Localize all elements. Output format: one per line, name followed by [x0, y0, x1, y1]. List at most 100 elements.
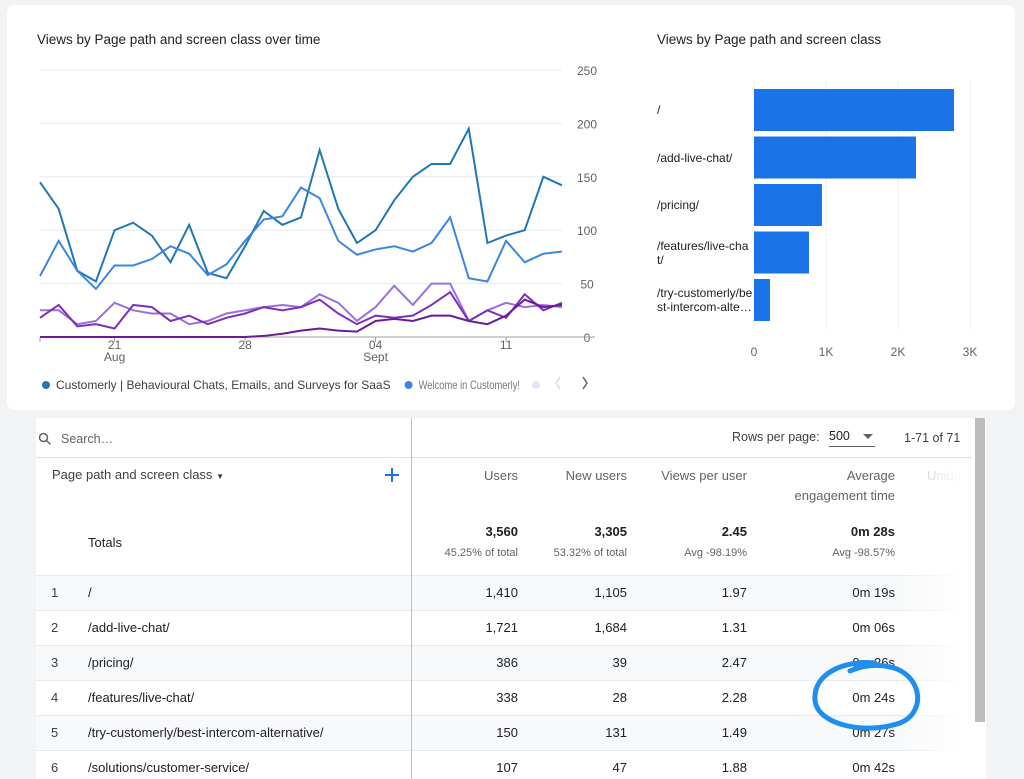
total-note: 53.32% of total: [553, 547, 627, 559]
row-divider: [411, 575, 412, 610]
bar-label: /add-live-chat/: [657, 150, 733, 165]
y-tick-label: 150: [577, 171, 597, 185]
legend-prev[interactable]: [555, 376, 561, 390]
legend-next[interactable]: [582, 376, 588, 390]
row-value: 1.88: [721, 760, 747, 775]
bar: [754, 89, 955, 131]
hand-drawn-circle: [812, 660, 921, 731]
row-divider: [411, 610, 412, 645]
legend-label: Customerly | Behavioural Chats, Emails, …: [56, 378, 391, 392]
dimension-header[interactable]: Page path and screen class ▼: [52, 467, 224, 482]
bar-chart-title: Views by Page path and screen class: [657, 32, 881, 47]
legend-label: Welcome in Customerly!: [419, 378, 520, 392]
row-value: 0m 19s: [852, 585, 895, 600]
table-row: [36, 610, 975, 646]
row-index: 4: [51, 690, 59, 705]
column-header[interactable]: Users: [484, 468, 518, 483]
divider: [412, 457, 972, 458]
y-tick-label: 100: [577, 224, 597, 238]
rows-per-page-label: Rows per page:: [732, 430, 820, 444]
bar: [754, 184, 822, 226]
series-line: [40, 298, 563, 338]
bar: [754, 231, 810, 274]
y-tick-label: 50: [580, 278, 594, 292]
total-value: 2.45: [721, 524, 747, 539]
row-value: 1,410: [485, 585, 518, 600]
row-index: 1: [51, 585, 59, 600]
row-path[interactable]: /: [88, 585, 92, 600]
x-tick-label: 04 Sept: [363, 338, 388, 364]
row-value: 47: [612, 760, 627, 775]
divider: [36, 457, 411, 458]
row-divider: [411, 715, 412, 750]
row-index: 3: [51, 655, 59, 670]
scrollbar[interactable]: [975, 418, 985, 722]
search-icon: [38, 432, 52, 446]
row-value: 131: [605, 725, 627, 740]
line-chart-title: Views by Page path and screen class over…: [37, 32, 320, 47]
total-note: 45.25% of total: [444, 547, 518, 559]
total-note: Avg -98.57%: [832, 547, 895, 559]
table-row: [36, 750, 975, 779]
y-tick-label: 200: [577, 117, 597, 131]
row-path[interactable]: /add-live-chat/: [88, 620, 170, 635]
column-header[interactable]: Average engagement time: [794, 468, 895, 503]
search-input[interactable]: Search…: [61, 432, 114, 446]
series-line: [39, 290, 563, 330]
row-value: 338: [496, 690, 518, 705]
row-value: 1.97: [721, 585, 747, 600]
row-value: 28: [612, 690, 627, 705]
dropdown-icon: [863, 434, 873, 439]
x-tick-label: 28: [238, 338, 252, 352]
row-path[interactable]: /features/live-chat/: [88, 690, 195, 705]
column-header[interactable]: Views per user: [661, 468, 747, 483]
row-value: 1,721: [485, 620, 518, 635]
total-value: 0m 28s: [850, 524, 895, 539]
charts: Views by Page path and screen class over…: [37, 32, 978, 392]
total-note: Avg -98.19%: [684, 547, 747, 559]
bar-label: /pricing/: [657, 198, 700, 212]
table-row: [36, 575, 975, 611]
row-value: 0m 24s: [852, 690, 895, 705]
legend-dot: [404, 381, 413, 389]
row-index: 2: [51, 620, 59, 635]
row-value: 0m 06s: [852, 620, 895, 635]
dimension-header-text: Page path and screen class: [52, 467, 213, 482]
table-row: [36, 715, 975, 751]
row-value: 1,684: [594, 620, 627, 635]
series-line: [39, 186, 563, 291]
row-index: 5: [51, 725, 59, 740]
row-index: 6: [51, 760, 59, 775]
row-divider: [411, 680, 412, 715]
x-tick-label: 21 Aug: [104, 338, 125, 364]
total-value: 3,560: [485, 524, 518, 539]
charts-card: [7, 5, 1015, 410]
fade: [900, 458, 975, 779]
row-path[interactable]: /try-customerly/best-intercom-alternativ…: [88, 725, 324, 740]
row-path[interactable]: /pricing/: [88, 655, 134, 670]
rows-per-page-value: 500: [829, 429, 850, 443]
legend-dot: [42, 381, 50, 389]
x-tick-label: 0: [751, 345, 758, 359]
column-header[interactable]: New users: [565, 468, 627, 483]
row-path[interactable]: /solutions/customer-service/: [88, 760, 250, 775]
row-value: 107: [496, 760, 518, 775]
row-value: 150: [496, 725, 518, 740]
add-dimension[interactable]: [384, 467, 400, 483]
series-line: [39, 125, 563, 283]
row-value: 39: [612, 655, 627, 670]
pagination: 1-71 of 71: [904, 431, 961, 445]
rows-per-page-select[interactable]: 500: [829, 429, 875, 447]
x-tick-label: 1K: [819, 345, 834, 359]
x-tick-label: 3K: [963, 345, 978, 359]
x-tick-label: 2K: [891, 345, 906, 359]
series-line: [40, 282, 563, 326]
y-tick-label: 250: [577, 64, 597, 78]
bar-label: /try-customerly/best-intercom-alternativ…: [657, 286, 753, 314]
row-value: 1.31: [721, 620, 747, 635]
y-tick-label: 0: [584, 331, 591, 345]
bar: [754, 136, 916, 179]
row-value: 2.28: [721, 690, 747, 705]
row-value: 1,105: [594, 585, 627, 600]
row-value: 1.49: [721, 725, 747, 740]
